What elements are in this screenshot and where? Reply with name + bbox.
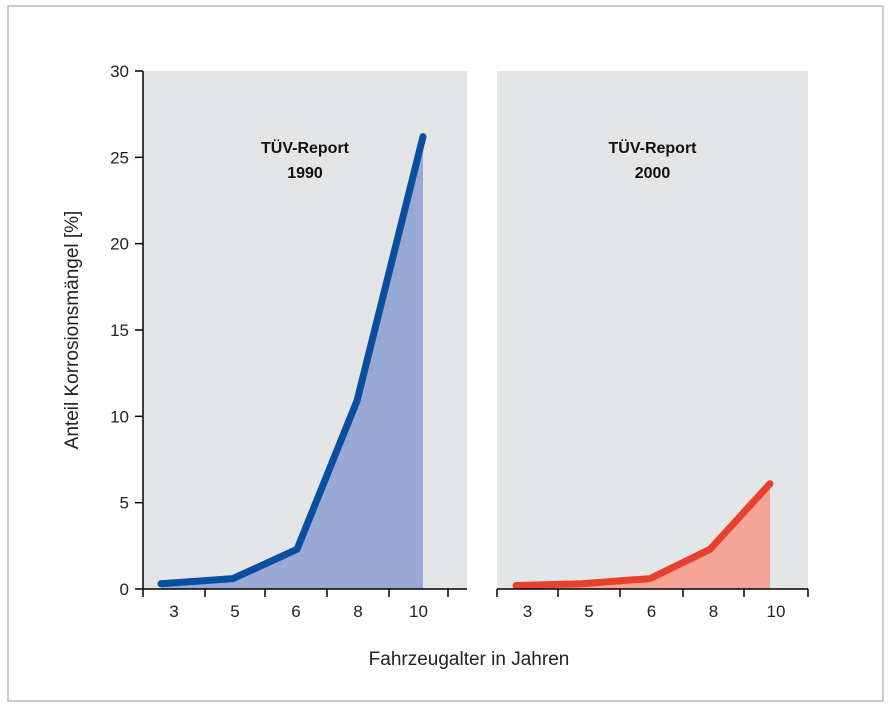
area-2000 <box>516 483 770 589</box>
area-1990 <box>161 136 423 589</box>
x-ticks-1990: 3 5 6 8 10 <box>142 589 449 621</box>
y-tick-label: 30 <box>110 62 129 81</box>
panel-2000-title-line2: 2000 <box>635 165 671 182</box>
x-tick-label: 8 <box>353 602 362 621</box>
x-tick-label: 5 <box>230 602 239 621</box>
panel-1990-title-line2: 1990 <box>287 165 323 182</box>
y-tick-label: 25 <box>110 148 129 167</box>
y-tick-label: 0 <box>120 580 129 599</box>
x-ticks-2000: 3 5 6 8 10 <box>496 589 809 621</box>
x-tick-label: 10 <box>409 602 428 621</box>
x-axis-label: Fahrzeugalter in Jahren <box>369 649 570 670</box>
y-tick-label: 20 <box>110 235 129 254</box>
panel-1990-title-line1: TÜV-Report <box>261 138 350 157</box>
x-tick-label: 6 <box>647 602 656 621</box>
x-tick-label: 6 <box>291 602 300 621</box>
line-2000 <box>512 480 774 589</box>
y-axis: 0 5 10 15 20 25 30 <box>110 62 144 599</box>
x-tick-label: 8 <box>709 602 718 621</box>
x-tick-label: 5 <box>584 602 593 621</box>
y-tick-label: 15 <box>110 321 129 340</box>
y-tick-label: 5 <box>120 494 129 513</box>
panel-2000: TÜV-Report 2000 3 5 6 8 10 <box>496 71 809 621</box>
x-tick-label: 10 <box>767 602 786 621</box>
x-tick-label: 3 <box>523 602 532 621</box>
y-axis-label: Anteil Korrosionsmängel [%] <box>62 211 83 450</box>
panel-1990: TÜV-Report 1990 3 5 6 8 10 <box>142 71 467 621</box>
x-tick-label: 3 <box>169 602 178 621</box>
line-1990 <box>157 133 427 588</box>
y-tick-label: 10 <box>110 407 129 426</box>
panel-2000-title-line1: TÜV-Report <box>609 138 698 157</box>
